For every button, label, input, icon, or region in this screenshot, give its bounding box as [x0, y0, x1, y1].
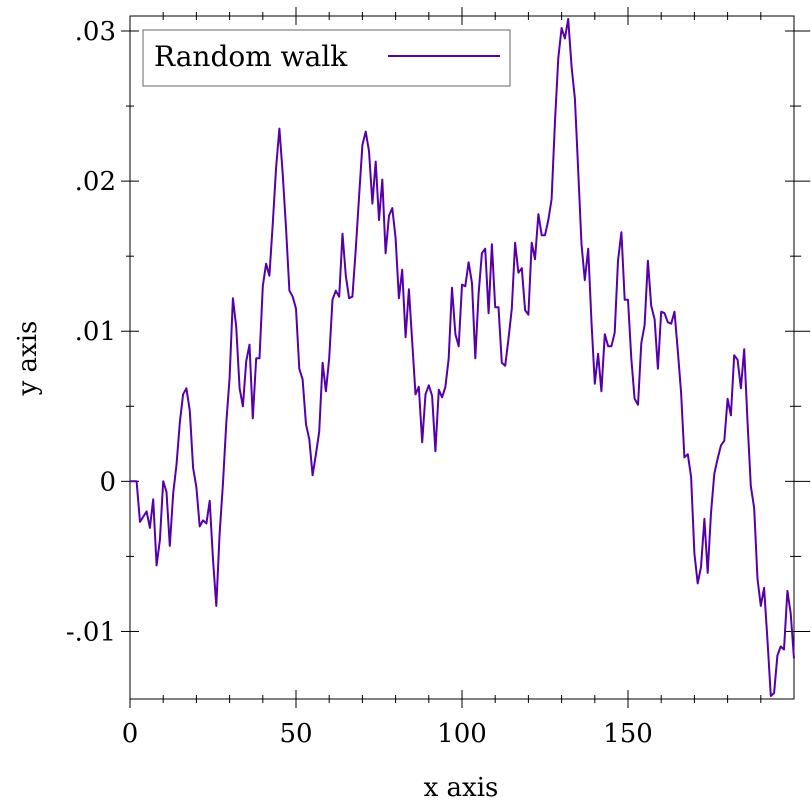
- y-tick-label: .01: [75, 317, 116, 347]
- random-walk-line: [130, 18, 795, 697]
- y-tick-label: -.01: [66, 617, 116, 647]
- legend-label: Random walk: [154, 40, 348, 73]
- y-axis-title: y axis: [13, 321, 43, 397]
- x-tick-label: 50: [279, 719, 312, 749]
- x-tick-label: 0: [122, 719, 139, 749]
- axis-ticks: [121, 7, 811, 708]
- legend-box: [142, 29, 511, 87]
- x-tick-label: 100: [437, 719, 487, 749]
- y-tick-label: 0: [99, 467, 116, 497]
- y-tick-label: .02: [75, 167, 116, 197]
- tick-labels: 0 50 100 150 -.01 0 .01 .02 .03: [66, 17, 653, 749]
- x-tick-label: 150: [603, 719, 653, 749]
- y-tick-label: .03: [75, 17, 116, 47]
- legend: Random walk: [142, 29, 511, 87]
- x-axis-title: x axis: [424, 773, 499, 803]
